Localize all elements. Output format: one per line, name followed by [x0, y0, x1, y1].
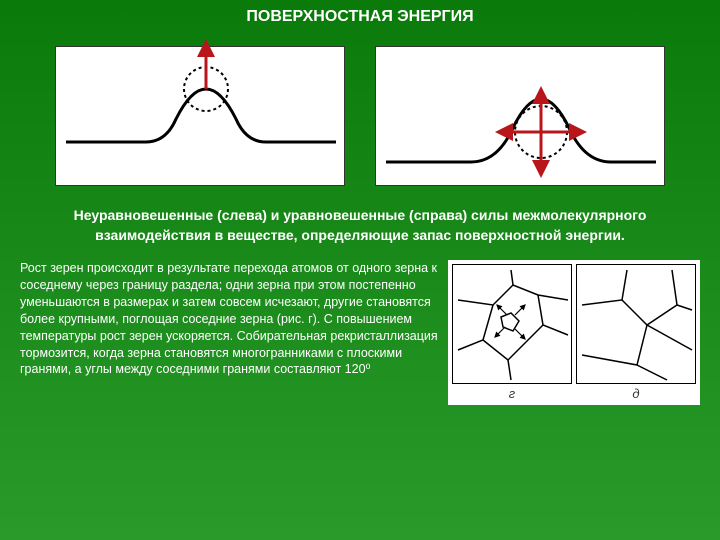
arrows-right [501, 92, 581, 172]
diagram-right-balanced [375, 46, 665, 186]
diagram-caption: Неуравновешенные (слева) и уравновешенны… [0, 196, 720, 255]
grain-lines-g [458, 270, 568, 380]
grain-label-g: г [452, 386, 572, 401]
grain-label-d: д [576, 386, 696, 401]
body-paragraph: Рост зерен происходит в результате перех… [20, 260, 438, 405]
grain-arrows-g [495, 305, 525, 339]
grain-diagram-d [576, 264, 696, 384]
diagram-left-unbalanced [55, 46, 345, 186]
grain-diagrams-container: г д [448, 260, 700, 405]
top-diagrams-row [0, 26, 720, 196]
grain-lines-d [582, 270, 692, 380]
bottom-section: Рост зерен происходит в результате перех… [0, 255, 720, 410]
surface-curve-left [66, 89, 336, 142]
page-title: ПОВЕРХНОСТНАЯ ЭНЕРГИЯ [0, 0, 720, 26]
grain-diagram-g [452, 264, 572, 384]
